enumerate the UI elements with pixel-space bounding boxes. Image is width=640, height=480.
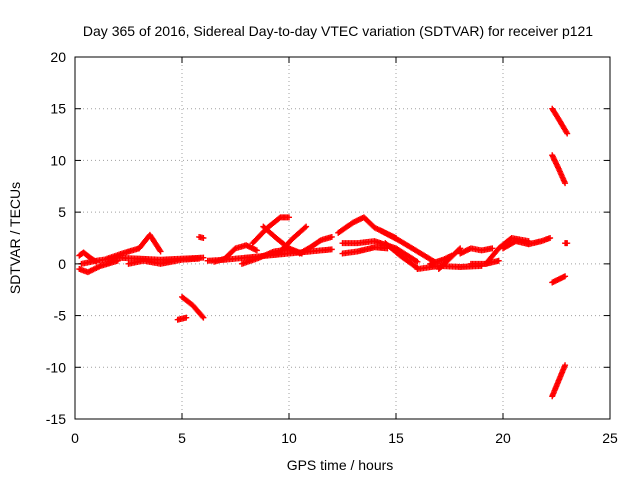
series-sat-19 [378,227,438,265]
series-sat-6 [179,293,207,321]
series-sat-29 [549,152,569,187]
data-point [316,237,323,244]
data-point [495,257,502,264]
series-sat-20 [382,240,421,271]
grid [75,57,610,419]
x-tick-label: 10 [281,430,297,446]
data-point [156,247,163,254]
series-sat-32 [562,240,571,247]
y-tick-label: 5 [58,204,66,220]
data-point [456,246,463,253]
data-point [414,258,421,265]
data-point [196,255,203,262]
data-point [183,314,190,321]
data-point [200,235,207,241]
x-tick-label: 15 [388,430,404,446]
data-point [92,257,99,264]
data-point [286,214,292,221]
data-point [328,246,335,253]
series-sat-5 [125,255,203,267]
y-axis-label: SDTVAR / TECUs [7,182,23,294]
axes: 0 5 10 15 20 25 -15 -10 -5 0 5 10 15 20 [46,49,618,446]
data-point [489,245,496,252]
series-sat-23 [435,245,464,273]
series-sat-27 [500,235,554,252]
x-tick-label: 5 [178,430,186,446]
data-point [457,245,464,252]
data-point [562,273,569,280]
y-tick-label: -10 [46,359,66,375]
data-point [200,254,207,261]
series-sat-2 [76,257,121,276]
data-point [562,180,569,187]
series-sat-8 [196,233,207,241]
data-points [76,105,571,400]
y-tick-label: -15 [46,411,66,427]
y-tick-label: 20 [50,49,66,65]
series-sat-3 [76,249,100,265]
data-point [562,362,569,369]
series-sat-30 [549,362,569,400]
data-point [114,257,121,264]
data-point [253,247,260,254]
data-point [301,224,308,231]
data-point [157,248,164,255]
plot-frame [74,56,611,420]
series-sat-24 [457,245,496,257]
data-point [199,313,206,320]
data-point [547,235,554,241]
data-point [564,130,571,137]
data-point [93,258,100,265]
x-tick-label: 0 [71,430,79,446]
y-tick-label: -5 [54,308,67,324]
y-tick-label: 0 [58,256,66,272]
series-sat-11 [249,214,292,247]
x-tick-label: 25 [602,430,618,446]
y-tick-label: 15 [50,101,66,117]
series-sat-31 [549,273,569,286]
data-point [303,223,310,230]
data-point [328,233,335,240]
chart-title: Day 365 of 2016, Sidereal Day-to-day VTE… [83,23,593,39]
y-tick-label: 10 [50,152,66,168]
x-axis-label: GPS time / hours [287,457,394,473]
x-tick-label: 20 [495,430,511,446]
series-sat-4 [104,231,164,262]
series-sat-7 [174,314,190,323]
data-point [200,314,207,321]
series-sat-28 [549,105,571,137]
data-point [564,240,571,247]
series-sat-15 [296,233,335,257]
series-sat-14 [275,223,310,257]
series-sat-25 [467,257,502,267]
